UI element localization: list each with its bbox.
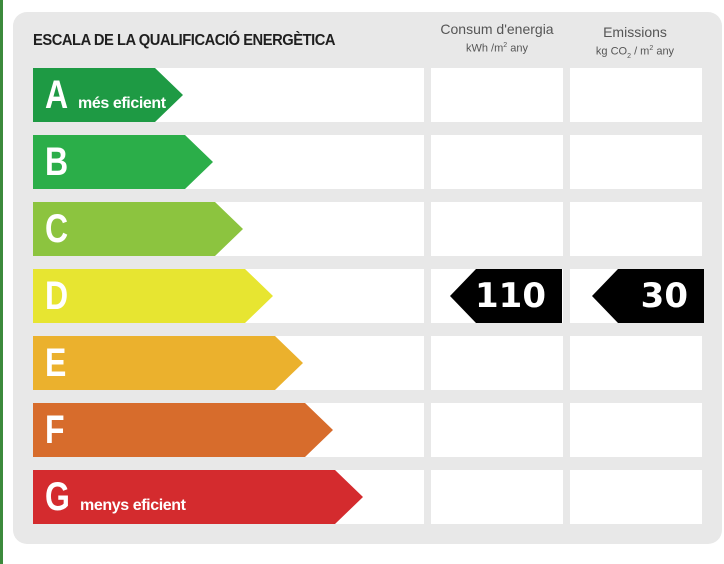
rating-bar-f: F — [33, 403, 333, 457]
consum-cell-a — [431, 68, 563, 122]
consum-cell-e — [431, 336, 563, 390]
emissions-cell-g — [570, 470, 702, 524]
rating-letter: D — [45, 274, 69, 318]
rating-label: menys eficient — [80, 497, 186, 514]
rating-letter: E — [45, 341, 67, 385]
consum-header-label: Consum d'energia — [440, 21, 554, 37]
rating-letter: F — [45, 408, 65, 452]
rating-letter: B — [45, 140, 69, 184]
consum-indicator-value: 110 — [475, 276, 546, 316]
rating-letter: A — [45, 73, 69, 117]
consum-column-header: Consum d'energia kWh /m2 any — [432, 20, 562, 57]
rating-bar-e: E — [33, 336, 303, 390]
rating-letter: G — [45, 475, 70, 519]
rating-label: més eficient — [78, 95, 166, 112]
rating-bar-b: B — [33, 135, 213, 189]
emissions-cell-f — [570, 403, 702, 457]
emissions-cell-b — [570, 135, 702, 189]
consum-cell-f — [431, 403, 563, 457]
rating-bar-d: D — [33, 269, 273, 323]
consum-cell-c — [431, 202, 563, 256]
emissions-header-label: Emissions — [603, 24, 667, 40]
rating-letter: C — [45, 207, 69, 251]
emissions-indicator-value: 30 — [640, 276, 688, 316]
consum-cell-b — [431, 135, 563, 189]
emissions-cell-e — [570, 336, 702, 390]
emissions-indicator: 30 — [592, 269, 704, 323]
rating-bar-c: C — [33, 202, 243, 256]
consum-header-unit: kWh /m2 any — [466, 42, 528, 55]
consum-cell-g — [431, 470, 563, 524]
emissions-cell-a — [570, 68, 702, 122]
emissions-cell-c — [570, 202, 702, 256]
left-edge-strip — [0, 0, 3, 564]
emissions-column-header: Emissions kg CO2 / m2 any — [570, 23, 700, 65]
scale-title: ESCALA DE LA QUALIFICACIÓ ENERGÈTICA — [33, 32, 336, 49]
consum-indicator: 110 — [450, 269, 562, 323]
emissions-header-unit: kg CO2 / m2 any — [595, 45, 675, 60]
